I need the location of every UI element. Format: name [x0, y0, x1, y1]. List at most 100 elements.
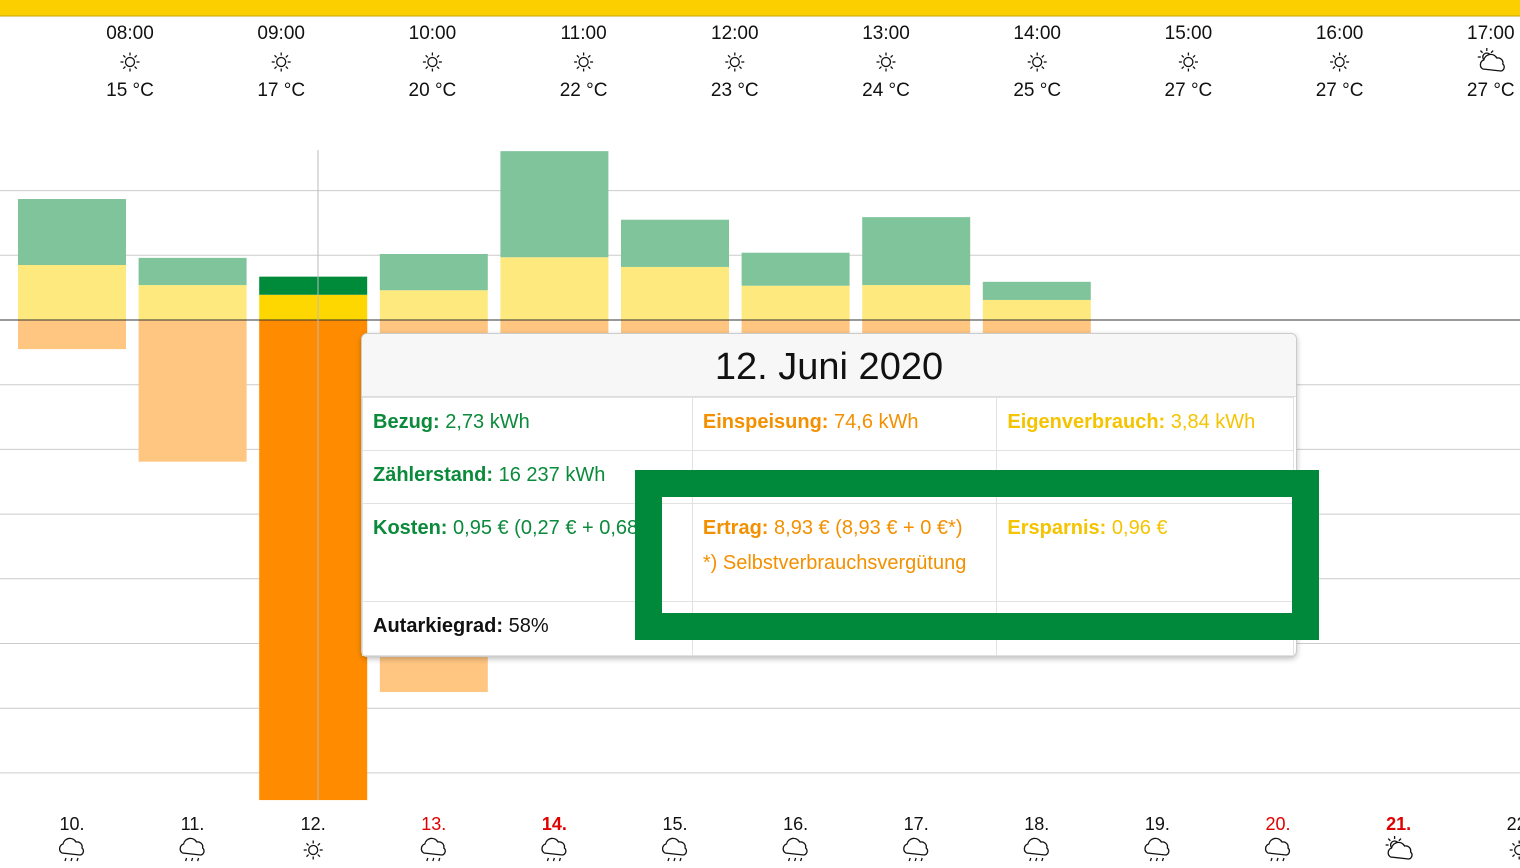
tooltip-cell: Bezug: 2,73 kWh [362, 397, 693, 451]
hour-label: 14:00 [1013, 23, 1061, 44]
sun [880, 56, 892, 68]
weather-icon [1027, 52, 1047, 72]
cell-label: Einspeisung: [702, 411, 829, 433]
temperature: 27 °C [1316, 80, 1364, 101]
hour-label: 11:00 [561, 23, 607, 44]
sun [729, 56, 740, 68]
weather-icon [1264, 837, 1291, 862]
rain-drop [679, 857, 682, 862]
highlight-box [635, 470, 1319, 640]
sun-ray [738, 66, 742, 70]
bar [18, 199, 126, 266]
sun-ray [1041, 54, 1045, 58]
rain-drop [1149, 857, 1153, 862]
sun-ray [1181, 54, 1185, 58]
temperature: 25 °C [1013, 80, 1061, 101]
rain-drop [558, 857, 562, 862]
temperature: 17 °C [257, 80, 305, 101]
top-strip [0, 0, 1520, 16]
sun-ray [274, 54, 278, 58]
weather-icon [120, 52, 140, 72]
sun-ray [738, 54, 742, 58]
day-label: 11. [181, 814, 205, 834]
sun-ray [1332, 66, 1336, 70]
bar [379, 290, 488, 320]
temperature: 15 °C [106, 80, 154, 101]
sun-ray [317, 854, 321, 858]
sun-ray [587, 66, 591, 70]
sun-ray [1343, 54, 1347, 58]
weather-icon [58, 837, 85, 862]
sun-ray [122, 66, 126, 70]
sun [124, 56, 136, 68]
cell-label: Kosten: [373, 517, 448, 539]
bar [18, 320, 126, 350]
rain-drop [1161, 857, 1165, 862]
bar [982, 299, 1091, 320]
temperature: 22 °C [560, 80, 608, 101]
weather-icon [782, 837, 808, 862]
bar [741, 252, 850, 286]
sun-ray [425, 66, 429, 70]
sun-ray [1041, 66, 1045, 70]
rain-drop [546, 857, 550, 862]
rain-drop [1282, 857, 1285, 862]
weather-icon [1178, 52, 1198, 72]
bar [138, 320, 247, 462]
rain-drop [1029, 857, 1032, 862]
rain-drop [673, 857, 676, 862]
sun-ray [134, 66, 138, 70]
rain-drop [793, 857, 797, 862]
bar [138, 257, 247, 286]
sun-ray [1512, 854, 1516, 858]
bar [500, 257, 609, 320]
sun-ray [576, 66, 580, 70]
cell-value: 3,84 kWh [1170, 411, 1256, 433]
cloud [58, 837, 85, 856]
sun-ray [1030, 54, 1034, 58]
sun [308, 844, 319, 856]
tooltip-cell: Ersparnis: 0,96 € [996, 503, 1294, 602]
sun-ray [317, 842, 321, 846]
bar [259, 294, 368, 320]
day-label: 12. [301, 814, 326, 834]
bar [982, 281, 1091, 300]
day-label: 22. [1507, 814, 1520, 834]
weather-icon [903, 837, 929, 862]
sun-ray [1181, 66, 1185, 70]
cell-value: 2,73 kWh [445, 411, 530, 433]
rain-drop [914, 857, 917, 862]
day-label: 20. [1265, 814, 1290, 834]
rain-drop [552, 857, 556, 862]
weather-icon [1509, 840, 1520, 860]
cloud [420, 837, 446, 856]
bar [379, 254, 488, 291]
temperature: 23 °C [711, 80, 759, 101]
weather-icon [1330, 52, 1350, 72]
weather-icon [1385, 836, 1413, 860]
rain-drop [787, 857, 791, 862]
cell-label: Ersparnis: [1007, 517, 1107, 539]
weather-icon [179, 837, 205, 862]
hour-label: 15:00 [1165, 23, 1213, 44]
tooltip-row: Kosten: 0,95 € (0,27 € + 0,68 €) Ertrag: … [362, 503, 1294, 602]
sun-ray [1343, 66, 1347, 70]
sun-ray [576, 54, 580, 58]
rain-drop [190, 857, 194, 862]
cloud [661, 837, 688, 856]
cloud [903, 837, 929, 856]
bar [18, 265, 126, 320]
sun [1032, 56, 1043, 68]
hour-label: 12:00 [711, 23, 759, 44]
sun-ray [1192, 66, 1196, 70]
bar [741, 285, 850, 320]
sun-ray [1332, 54, 1336, 58]
rain-drop [432, 857, 435, 862]
rain-drop [1035, 857, 1038, 862]
sun-ray [878, 66, 882, 70]
sun-ray [425, 54, 429, 58]
weather-icon [303, 840, 323, 860]
rain-drop [799, 857, 803, 862]
bar [138, 285, 247, 320]
day-label: 14. [542, 814, 567, 834]
